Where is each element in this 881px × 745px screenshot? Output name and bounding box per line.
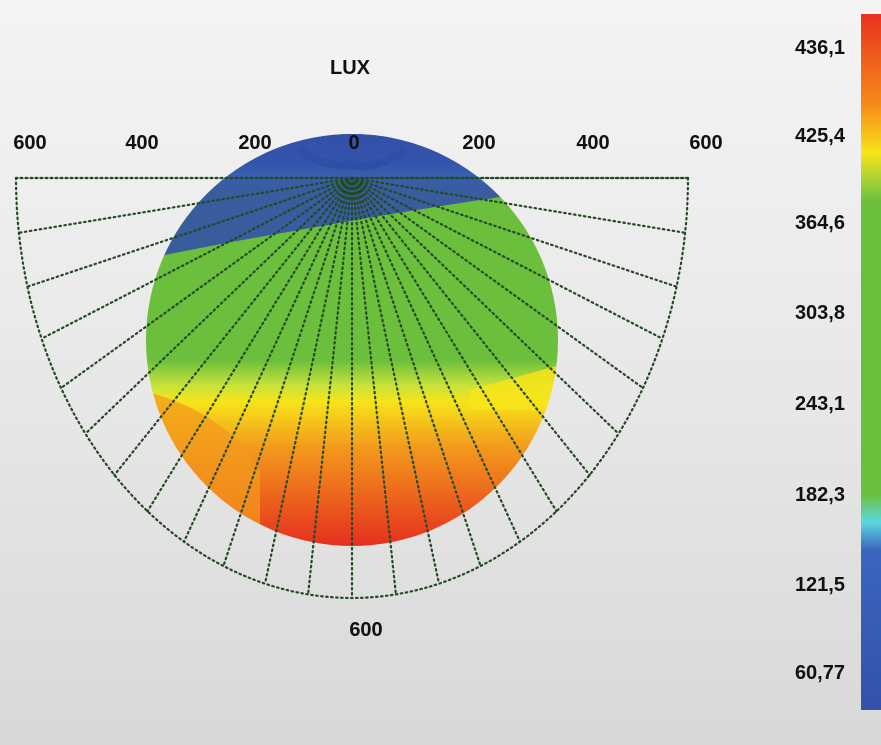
x-tick-label-400-right: 400 <box>576 132 610 154</box>
grid-spoke <box>222 176 354 568</box>
x-tick-label-400-left: 400 <box>125 132 159 154</box>
colorbar-tick-303-8: 303,8 <box>794 302 845 324</box>
x-tick-label-600-left: 600 <box>13 132 47 154</box>
colorbar-tick-121-5: 121,5 <box>794 574 845 596</box>
grid-spoke <box>113 176 354 477</box>
grid-spoke <box>59 176 354 390</box>
grid-spoke <box>146 176 354 513</box>
grid-spoke <box>40 176 354 340</box>
grid-spoke <box>350 176 558 513</box>
colorbar-tick-425-4: 425,4 <box>794 125 845 147</box>
grid-spoke <box>350 176 522 543</box>
x-tick-label-200-right: 200 <box>462 132 496 154</box>
grid-spoke <box>350 176 482 568</box>
polar-grid <box>14 176 690 600</box>
x-tick-label-600-right: 600 <box>689 132 723 154</box>
colorbar-tick-243-1: 243,1 <box>794 393 845 415</box>
lux-field-top-notch <box>297 146 408 171</box>
x-tick-label-0: 0 <box>348 132 360 154</box>
grid-spoke <box>350 176 591 477</box>
grid-spoke <box>350 176 441 585</box>
colorbar-tick-182-3: 182,3 <box>794 484 845 506</box>
grid-spoke <box>350 176 620 435</box>
x-tick-label-200-left: 200 <box>238 132 272 154</box>
colorbar-tick-364-6: 364,6 <box>794 212 845 234</box>
grid-spoke <box>350 176 678 288</box>
grid-spoke <box>26 176 354 288</box>
grid-spoke <box>182 176 354 543</box>
grid-spoke <box>350 176 687 234</box>
colorbar-tick-60-77: 60,77 <box>794 662 845 684</box>
grid-spoke <box>350 176 397 596</box>
grid-spoke <box>263 176 354 585</box>
colorbar <box>861 14 881 710</box>
colorbar-tick-436-1: 436,1 <box>794 37 845 59</box>
grid-spoke <box>84 176 354 435</box>
grid-outer-arc <box>14 176 690 600</box>
lux-field-yellow-step <box>470 365 558 410</box>
grid-spoke <box>17 176 354 234</box>
grid-spoke <box>350 176 645 390</box>
chart-title: LUX <box>330 57 370 79</box>
grid-spoke <box>307 176 354 596</box>
grid-spoke <box>350 176 664 340</box>
bottom-radius-label: 600 <box>349 619 383 641</box>
